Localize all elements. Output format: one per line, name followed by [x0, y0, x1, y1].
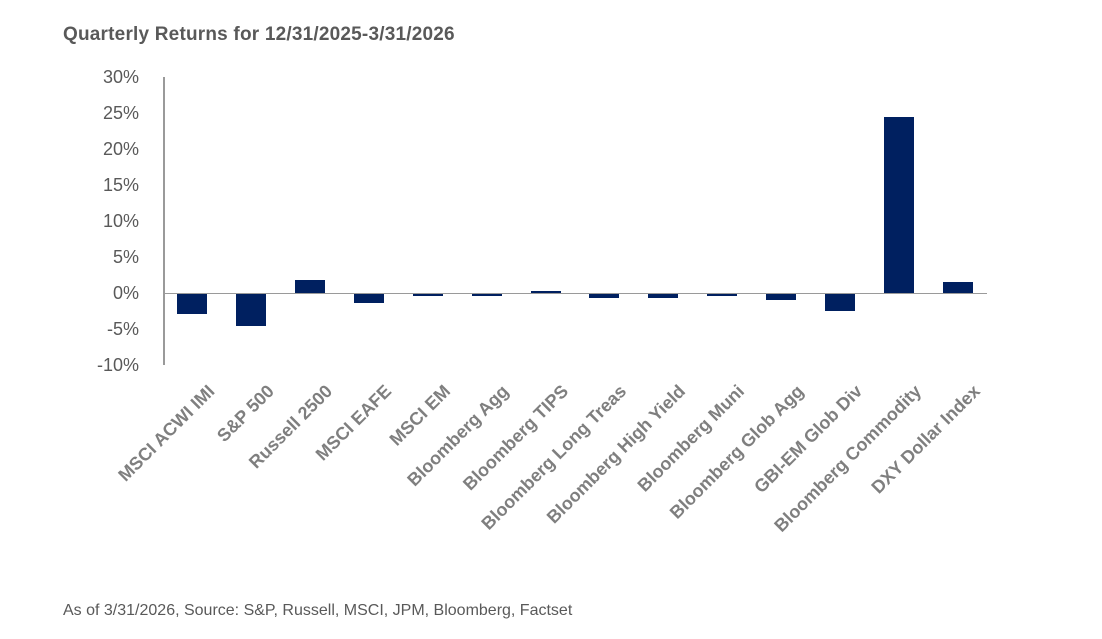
y-tick-label: 20% — [102, 139, 139, 159]
bar — [766, 294, 796, 301]
x-category-label: DXY Dollar Index — [867, 381, 984, 498]
footer-note: As of 3/31/2026, Source: S&P, Russell, M… — [63, 602, 573, 619]
y-tick-label: 10% — [102, 211, 139, 231]
y-tick-label: 5% — [112, 247, 139, 267]
bar — [942, 282, 973, 293]
y-axis-line — [163, 77, 165, 365]
y-tick-label: -10% — [96, 355, 139, 375]
bar — [530, 290, 561, 293]
x-category-label: Bloomberg Muni — [633, 381, 749, 496]
chart-title: Quarterly Returns for 12/31/2025-3/31/20… — [63, 24, 455, 45]
bar — [824, 294, 855, 312]
y-tick-label: -5% — [106, 319, 139, 339]
x-category-label: Bloomberg Agg — [403, 381, 513, 491]
bar — [471, 294, 502, 297]
bar — [236, 294, 267, 326]
bar — [412, 294, 443, 297]
bar — [883, 116, 914, 293]
bar — [707, 294, 738, 297]
bar — [354, 294, 384, 304]
x-category-label: MSCI ACWI IMI — [114, 381, 219, 486]
y-tick-label: 30% — [102, 67, 139, 87]
y-tick-label: 25% — [102, 103, 139, 123]
y-tick-label: 0% — [112, 283, 139, 303]
bar — [648, 294, 679, 299]
x-category-label: Bloomberg TIPS — [458, 381, 572, 495]
bar — [177, 294, 208, 315]
bar — [295, 280, 326, 293]
bar — [589, 294, 620, 299]
y-tick-label: 15% — [102, 175, 139, 195]
x-category-label: GBI-EM Glob Div — [750, 381, 867, 497]
zero-baseline — [163, 292, 987, 294]
